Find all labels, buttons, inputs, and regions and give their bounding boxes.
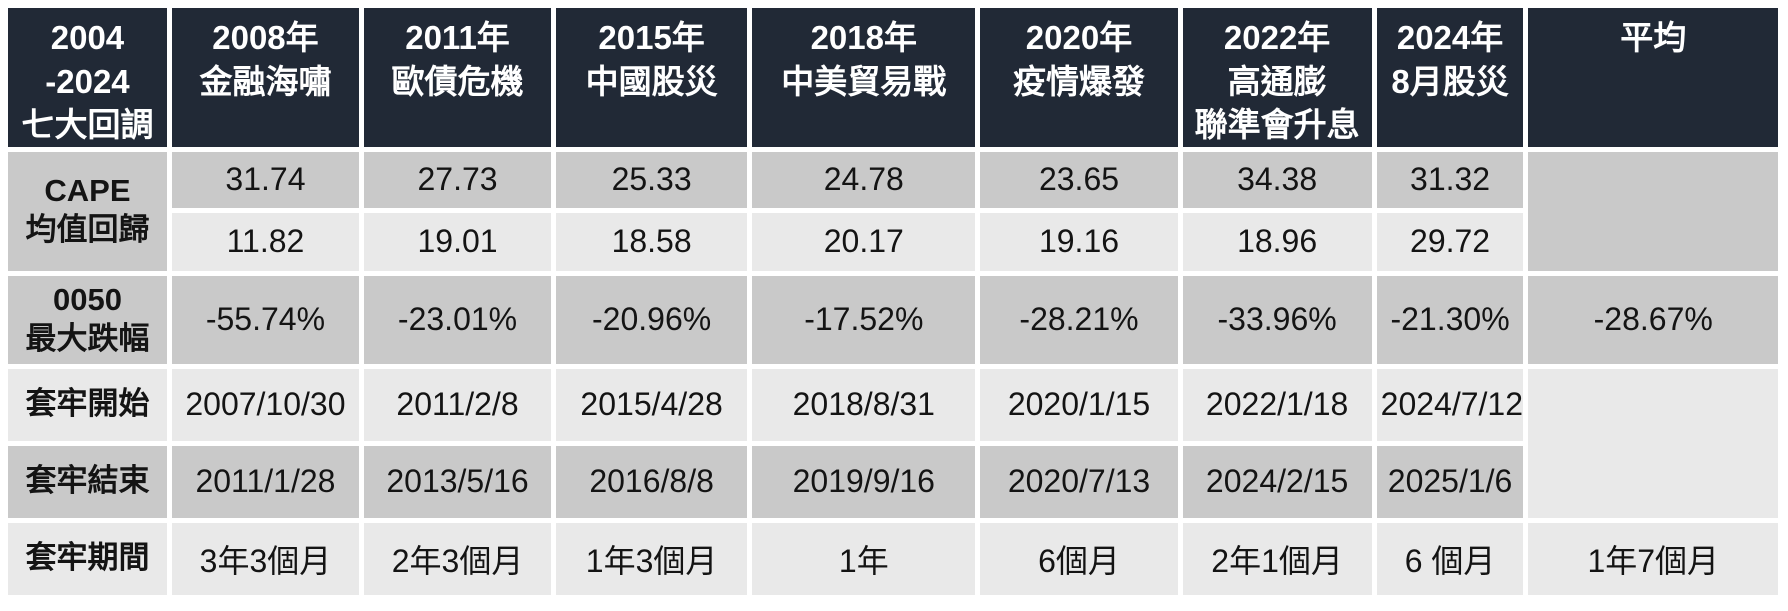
cape-peak-cell-2008: 31.74 xyxy=(171,151,359,208)
lockin-end-row: 套牢結束 2011/1/28 2013/5/16 2016/8/8 2019/9… xyxy=(8,445,1778,518)
header-event-2018: 2018年 中美貿易戰 xyxy=(752,8,976,147)
lockin-period-row: 套牢期間 3年3個月 2年3個月 1年3個月 1年 6個月 2年1個月 6 個月… xyxy=(8,522,1778,595)
drawdown-cell-2024: -21.30% xyxy=(1376,275,1524,364)
row-label-period: 套牢期間 xyxy=(8,522,167,595)
drawdown-cell-2018: -17.52% xyxy=(752,275,976,364)
header-row: 2004 -2024 七大回調 2008年 金融海嘯 2011年 歐債危機 20… xyxy=(8,8,1778,147)
drawdown-cell-2008: -55.74% xyxy=(171,275,359,364)
max-drawdown-row: 0050 最大跌幅 -55.74% -23.01% -20.96% -17.52… xyxy=(8,275,1778,364)
start-end-average-cell xyxy=(1528,368,1778,518)
period-cell-2018: 1年 xyxy=(752,522,976,595)
period-average-cell: 1年7個月 xyxy=(1528,522,1778,595)
header-event-2024: 2024年 8月股災 xyxy=(1376,8,1524,147)
row-label-drawdown: 0050 最大跌幅 xyxy=(8,275,167,364)
drawdown-average-cell: -28.67% xyxy=(1528,275,1778,364)
end-cell-2018: 2019/9/16 xyxy=(752,445,976,518)
end-cell-2022: 2024/2/15 xyxy=(1182,445,1372,518)
cape-trough-cell-2024: 29.72 xyxy=(1376,212,1524,271)
row-label-end: 套牢結束 xyxy=(8,445,167,518)
header-event-2008: 2008年 金融海嘯 xyxy=(171,8,359,147)
drawdown-cell-2011: -23.01% xyxy=(363,275,552,364)
cape-trough-cell-2011: 19.01 xyxy=(363,212,552,271)
start-cell-2020: 2020/1/15 xyxy=(980,368,1178,441)
header-event-2022: 2022年 高通膨 聯準會升息 xyxy=(1182,8,1372,147)
end-cell-2015: 2016/8/8 xyxy=(556,445,748,518)
end-cell-2024: 2025/1/6 xyxy=(1376,445,1524,518)
start-cell-2022: 2022/1/18 xyxy=(1182,368,1372,441)
start-cell-2024: 2024/7/12 xyxy=(1376,368,1524,441)
row-label-start: 套牢開始 xyxy=(8,368,167,441)
cape-peak-cell-2018: 24.78 xyxy=(752,151,976,208)
period-cell-2024: 6 個月 xyxy=(1376,522,1524,595)
header-average: 平均 xyxy=(1528,8,1778,147)
cape-average-cell xyxy=(1528,151,1778,271)
start-cell-2011: 2011/2/8 xyxy=(363,368,552,441)
header-event-2020: 2020年 疫情爆發 xyxy=(980,8,1178,147)
cape-peak-cell-2024: 31.32 xyxy=(1376,151,1524,208)
cape-peak-cell-2011: 27.73 xyxy=(363,151,552,208)
row-label-cape: CAPE 均值回歸 xyxy=(8,151,167,271)
period-cell-2015: 1年3個月 xyxy=(556,522,748,595)
corrections-table: 2004 -2024 七大回調 2008年 金融海嘯 2011年 歐債危機 20… xyxy=(3,3,1783,600)
period-cell-2022: 2年1個月 xyxy=(1182,522,1372,595)
period-cell-2008: 3年3個月 xyxy=(171,522,359,595)
cape-peak-row: CAPE 均值回歸 31.74 27.73 25.33 24.78 23.65 … xyxy=(8,151,1778,271)
cape-peak-cell-2020: 23.65 xyxy=(980,151,1178,208)
end-cell-2011: 2013/5/16 xyxy=(363,445,552,518)
cape-peak-cell-2022: 34.38 xyxy=(1182,151,1372,208)
drawdown-cell-2022: -33.96% xyxy=(1182,275,1372,364)
cape-trough-cell-2020: 19.16 xyxy=(980,212,1178,271)
start-cell-2018: 2018/8/31 xyxy=(752,368,976,441)
period-cell-2011: 2年3個月 xyxy=(363,522,552,595)
start-cell-2015: 2015/4/28 xyxy=(556,368,748,441)
cape-trough-cell-2008: 11.82 xyxy=(171,212,359,271)
drawdown-cell-2020: -28.21% xyxy=(980,275,1178,364)
header-event-2011: 2011年 歐債危機 xyxy=(363,8,552,147)
end-cell-2020: 2020/7/13 xyxy=(980,445,1178,518)
cape-trough-row: 11.82 19.01 18.58 20.17 19.16 18.96 29.7… xyxy=(8,212,1778,271)
drawdown-cell-2015: -20.96% xyxy=(556,275,748,364)
cape-peak-cell-2015: 25.33 xyxy=(556,151,748,208)
cape-trough-cell-2022: 18.96 xyxy=(1182,212,1372,271)
header-event-2015: 2015年 中國股災 xyxy=(556,8,748,147)
cape-trough-cell-2018: 20.17 xyxy=(752,212,976,271)
cape-trough-cell-2015: 18.58 xyxy=(556,212,748,271)
start-cell-2008: 2007/10/30 xyxy=(171,368,359,441)
lockin-start-row: 套牢開始 2007/10/30 2011/2/8 2015/4/28 2018/… xyxy=(8,368,1778,518)
period-cell-2020: 6個月 xyxy=(980,522,1178,595)
header-period-range: 2004 -2024 七大回調 xyxy=(8,8,167,147)
end-cell-2008: 2011/1/28 xyxy=(171,445,359,518)
